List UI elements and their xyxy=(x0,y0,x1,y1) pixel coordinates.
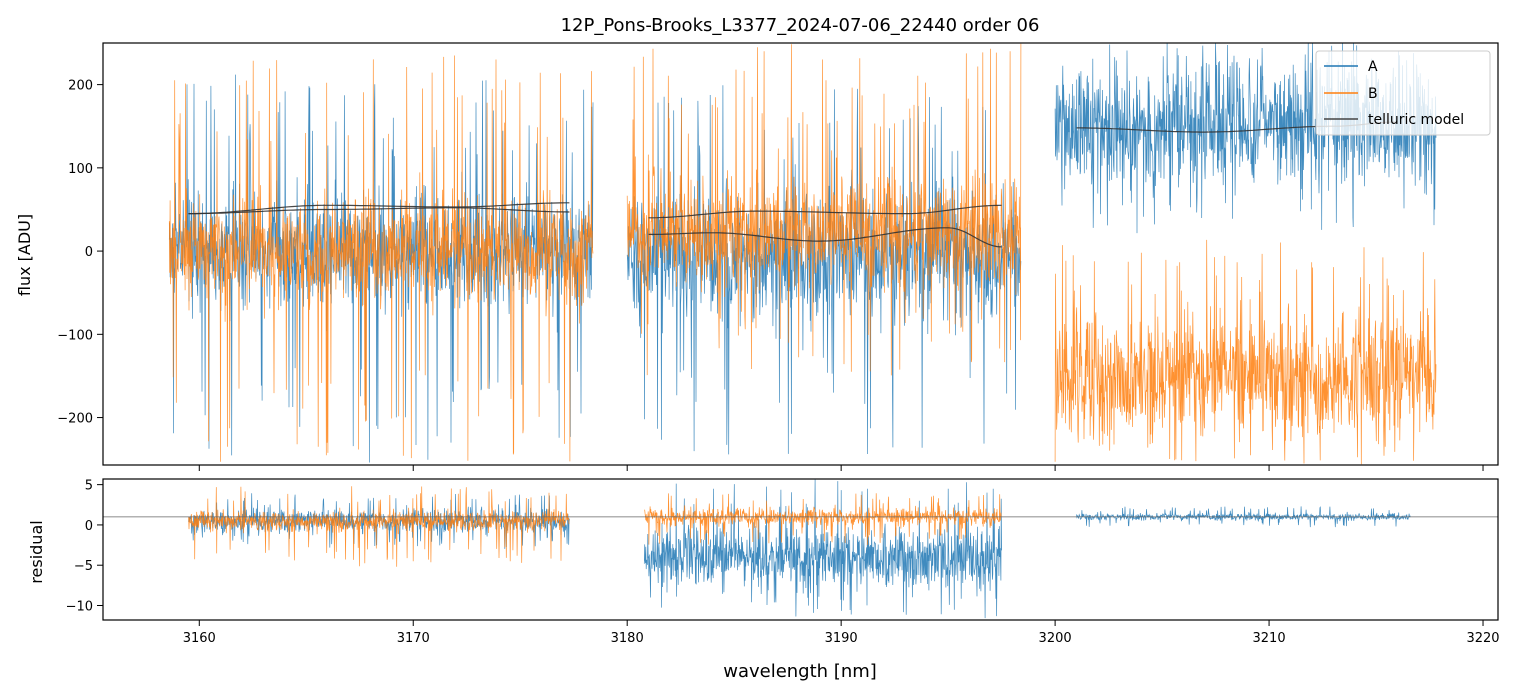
xtick-label: 3180 xyxy=(611,631,644,646)
flux-ytick-label: −100 xyxy=(57,328,93,343)
residual-panel-frame xyxy=(102,478,1499,621)
chart-title: 12P_Pons-Brooks_L3377_2024-07-06_22440 o… xyxy=(561,15,1040,36)
residual-ytick-label: 5 xyxy=(85,479,93,494)
telluric-model-curve-4 xyxy=(648,227,1002,248)
residual-series-a-segment-2 xyxy=(643,479,1002,619)
telluric-model-curve-2 xyxy=(188,207,570,215)
x-axis-label: wavelength [nm] xyxy=(723,661,877,682)
residual-series-b-segment-1 xyxy=(188,486,570,567)
residual-ytick-label: −10 xyxy=(66,599,93,614)
legend: A B telluric model xyxy=(1315,50,1491,136)
xtick-label: 3190 xyxy=(825,631,858,646)
residual-ytick-label: −5 xyxy=(74,559,93,574)
flux-panel-frame xyxy=(102,42,1499,466)
flux-ylabel: flux [ADU] xyxy=(15,214,34,296)
residual-series-b-segment-2 xyxy=(644,493,1002,546)
legend-label-a: A xyxy=(1368,59,1378,75)
residual-plot-area xyxy=(103,479,1498,619)
flux-series-b-segment-2 xyxy=(626,43,1022,376)
xtick-label: 3220 xyxy=(1466,631,1499,646)
xtick-label: 3170 xyxy=(397,631,430,646)
flux-ytick-label: −200 xyxy=(57,412,93,427)
flux-series-a-segment-1 xyxy=(168,74,594,463)
flux-series-b-segment-1 xyxy=(168,55,594,462)
xtick-label: 3210 xyxy=(1253,631,1286,646)
residual-ylabel: residual xyxy=(27,520,46,583)
residual-ytick-label: 0 xyxy=(85,519,93,534)
telluric-model-curve-1 xyxy=(188,202,570,215)
flux-ytick-label: 200 xyxy=(68,79,93,94)
flux-ytick-label: 100 xyxy=(68,162,93,177)
flux-ytick-label: 0 xyxy=(85,245,93,260)
telluric-model-curve-3 xyxy=(648,204,1002,219)
legend-label-b: B xyxy=(1368,86,1378,102)
xtick-label: 3200 xyxy=(1039,631,1072,646)
flux-series-b-segment-3 xyxy=(1054,239,1437,465)
legend-label-telluric: telluric model xyxy=(1368,112,1464,128)
xtick-label: 3160 xyxy=(183,631,216,646)
